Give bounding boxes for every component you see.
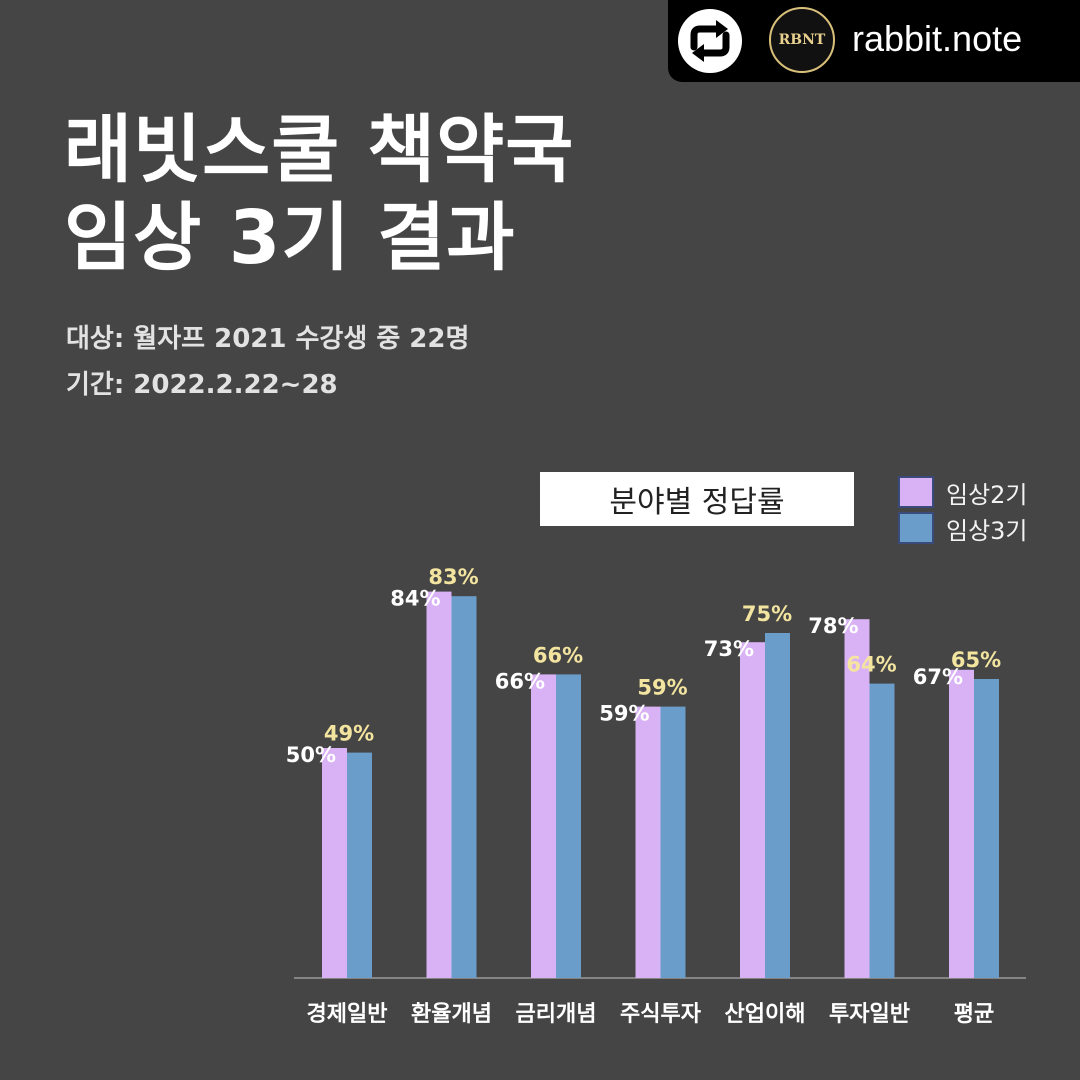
data-label-series1-2: 84% [390, 587, 440, 611]
bar-series1-7 [949, 669, 974, 978]
data-label-series1-1: 50% [286, 743, 336, 767]
meta-period: 기간: 2022.2.22~28 [66, 370, 338, 400]
repost-icon[interactable] [678, 9, 742, 73]
title-line-1: 래빗스쿨 책약국 [64, 107, 575, 193]
data-label-series1-6: 78% [808, 614, 858, 638]
bar-series2-4 [660, 706, 686, 978]
category-label-3: 금리개념 [515, 1002, 597, 1027]
bar-series1-4 [635, 706, 661, 978]
data-label-series2-1: 49% [324, 722, 374, 746]
legend-item-series2: 임상3기 [898, 510, 1028, 546]
category-label-6: 투자일반 [829, 1002, 910, 1027]
avatar[interactable]: RBNT [769, 7, 835, 73]
data-label-series2-7: 65% [951, 648, 1001, 672]
category-label-2: 환율개념 [411, 1002, 492, 1027]
bar-series2-5 [765, 633, 790, 978]
repost-badge: RBNT rabbit.note [668, 0, 1080, 82]
meta-target: 대상: 월자프 2021 수강생 중 22명 [66, 324, 470, 354]
data-label-series2-2: 83% [428, 565, 478, 589]
category-label-1: 경제일반 [306, 1002, 388, 1027]
legend-swatch-series2 [898, 512, 934, 544]
data-label-series2-3: 66% [533, 643, 583, 667]
data-label-series1-5: 73% [704, 637, 754, 661]
bar-series2-3 [556, 674, 581, 978]
repost-username[interactable]: rabbit.note [852, 18, 1023, 59]
bar-series1-5 [740, 642, 765, 978]
legend-item-series1: 임상2기 [898, 474, 1028, 510]
data-label-series2-4: 59% [637, 676, 687, 700]
bar-series1-6 [844, 619, 870, 978]
bar-series2-7 [974, 679, 999, 978]
category-label-5: 산업이해 [724, 1002, 806, 1027]
bar-series1-3 [531, 674, 556, 978]
legend-label-series1: 임상2기 [946, 480, 1028, 509]
category-label-7: 평균 [953, 1002, 995, 1027]
category-label-4: 주식투자 [620, 1002, 701, 1027]
legend-swatch-series1 [898, 476, 934, 508]
data-label-series2-6: 64% [846, 653, 896, 677]
legend-label-series2: 임상3기 [946, 516, 1028, 545]
bar-series2-2 [451, 596, 477, 978]
bar-series1-1 [322, 748, 347, 978]
page-title: 래빗스쿨 책약국 임상 3기 결과 [64, 106, 574, 282]
data-label-series2-5: 75% [742, 602, 792, 626]
bar-series2-6 [869, 683, 895, 978]
bar-series2-1 [347, 752, 372, 978]
chart-title: 분야별 정답률 [540, 472, 854, 526]
data-label-series1-3: 66% [495, 669, 545, 693]
bar-series1-2 [426, 591, 452, 978]
data-label-series1-7: 67% [913, 665, 963, 689]
title-line-2: 임상 3기 결과 [64, 195, 516, 281]
data-label-series1-4: 59% [599, 702, 649, 726]
